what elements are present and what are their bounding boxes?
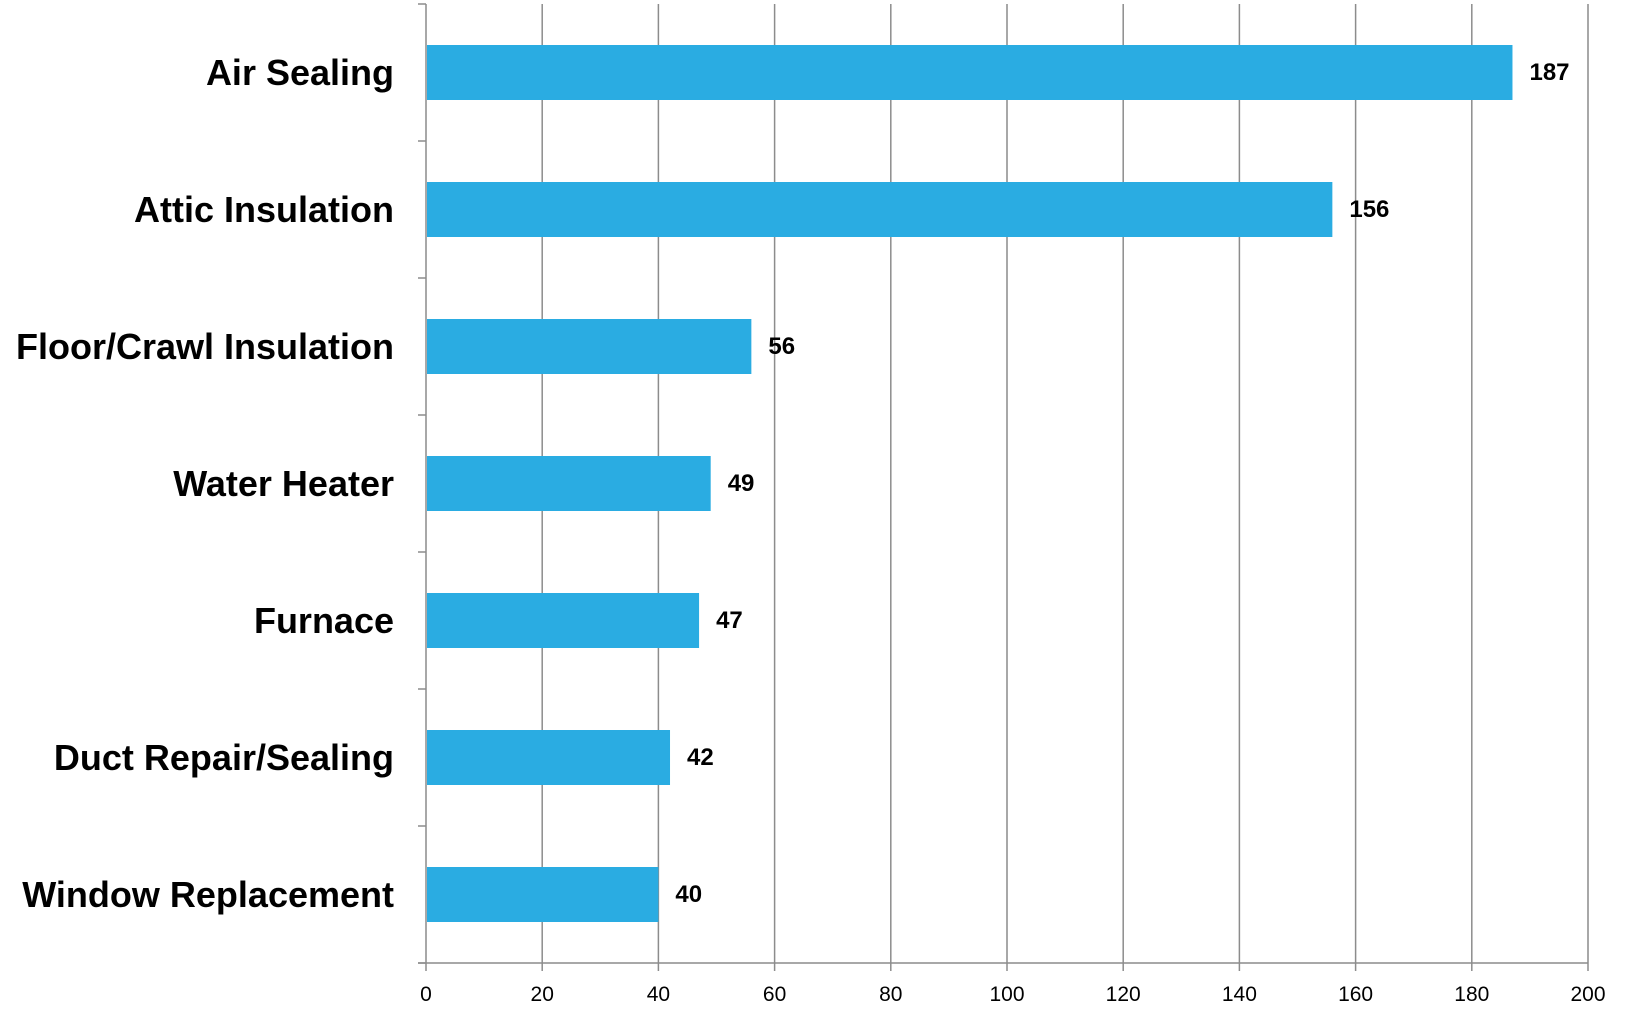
bars — [427, 45, 1513, 922]
bar-0 — [427, 45, 1513, 100]
x-tick-label: 120 — [1106, 983, 1141, 1006]
category-label: Furnace — [254, 600, 394, 641]
bar-3 — [427, 456, 711, 511]
x-tick-label: 180 — [1454, 983, 1489, 1006]
value-labels: 187 156 56 49 47 42 40 — [675, 59, 1569, 908]
x-tick-label: 20 — [531, 983, 554, 1006]
grid-lines — [541, 4, 1589, 963]
data-label: 40 — [675, 881, 702, 908]
data-label: 47 — [716, 607, 743, 634]
bar-2 — [427, 319, 752, 374]
x-tick-labels: 0 20 40 60 80 100 120 140 160 180 200 — [420, 983, 1605, 1006]
x-tick-label: 160 — [1338, 983, 1373, 1006]
axes — [418, 3, 1589, 971]
data-label: 187 — [1529, 59, 1569, 86]
bar-5 — [427, 730, 671, 785]
category-label: Duct Repair/Sealing — [54, 737, 394, 778]
category-label: Window Replacement — [22, 874, 394, 915]
x-tick-label: 80 — [879, 983, 902, 1006]
x-tick-label: 40 — [647, 983, 670, 1006]
x-tick-label: 60 — [763, 983, 786, 1006]
category-label: Attic Insulation — [134, 189, 394, 230]
x-tick-label: 100 — [989, 983, 1024, 1006]
bar-4 — [427, 593, 700, 648]
x-tick-label: 0 — [420, 983, 432, 1006]
data-label: 156 — [1349, 196, 1389, 223]
x-tick-label: 140 — [1222, 983, 1257, 1006]
bar-6 — [427, 867, 659, 922]
category-label: Water Heater — [173, 463, 394, 504]
data-label: 49 — [728, 470, 755, 497]
bar-1 — [427, 182, 1333, 237]
category-label: Air Sealing — [206, 52, 394, 93]
category-label: Floor/Crawl Insulation — [16, 326, 394, 367]
data-label: 56 — [768, 333, 795, 360]
category-labels: Air Sealing Attic Insulation Floor/Crawl I… — [16, 52, 394, 915]
data-label: 42 — [687, 744, 714, 771]
x-tick-label: 200 — [1570, 983, 1605, 1006]
